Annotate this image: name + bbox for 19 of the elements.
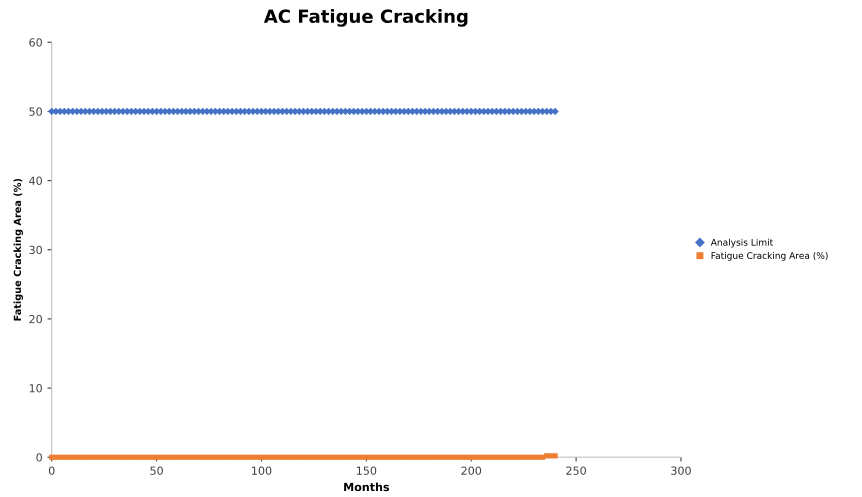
y-tick-label: 40 [29, 176, 42, 185]
legend-label: Fatigue Cracking Area (%) [712, 252, 828, 261]
y-tick-label: 10 [30, 384, 42, 392]
y-tick-label: 0 [36, 453, 42, 462]
x-tick-label: 300 [671, 466, 691, 475]
legend-label: Analysis Limit [710, 238, 773, 248]
x-tick-label: 200 [461, 466, 482, 475]
x-tick-label: 150 [356, 466, 376, 475]
x-axis-title: Months [344, 482, 390, 492]
x-tick-label: 0 [48, 466, 55, 475]
x-tick-label: 50 [150, 466, 163, 475]
x-tick-label: 250 [566, 466, 586, 475]
y-tick-label: 60 [29, 38, 42, 47]
y-tick-label: 20 [29, 314, 42, 324]
y-tick-label: 30 [29, 246, 42, 254]
y-tick-label: 50 [29, 107, 42, 116]
chart-title: AC Fatigue Cracking [264, 9, 468, 27]
y-axis-title: Fatigue Cracking Area (%) [14, 178, 23, 320]
x-tick-label: 100 [252, 466, 272, 475]
